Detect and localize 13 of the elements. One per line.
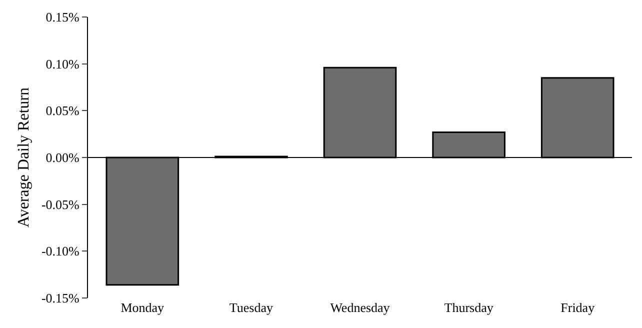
y-tick-label: -0.05% [41,196,80,212]
x-tick-label: Monday [120,300,165,315]
y-tick-label: -0.10% [41,244,80,259]
y-tick-label: -0.15% [41,290,80,306]
x-tick-label: Tuesday [229,300,274,315]
y-tick-label: 0.10% [46,56,80,72]
x-tick-label: Wednesday [330,300,390,315]
y-tick-label: 0.15% [46,10,80,25]
y-tick-label: 0.00% [46,150,80,166]
x-tick-label: Friday [560,300,596,315]
x-tick-label: Thursday [444,300,494,315]
y-tick-label: 0.05% [46,103,80,118]
y-axis-title: Average Daily Return [15,87,32,228]
